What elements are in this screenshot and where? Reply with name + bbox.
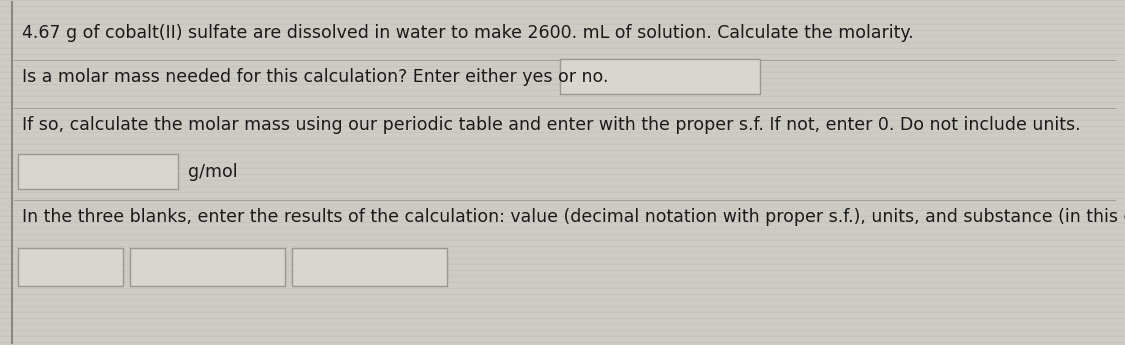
Text: Is a molar mass needed for this calculation? Enter either yes or no.: Is a molar mass needed for this calculat… bbox=[22, 68, 609, 86]
FancyBboxPatch shape bbox=[560, 59, 760, 94]
Text: In the three blanks, enter the results of the calculation: value (decimal notati: In the three blanks, enter the results o… bbox=[22, 208, 1125, 226]
Text: g/mol: g/mol bbox=[188, 163, 237, 181]
FancyBboxPatch shape bbox=[292, 248, 447, 286]
Text: If so, calculate the molar mass using our periodic table and enter with the prop: If so, calculate the molar mass using ou… bbox=[22, 116, 1081, 134]
FancyBboxPatch shape bbox=[18, 248, 123, 286]
FancyBboxPatch shape bbox=[130, 248, 285, 286]
FancyBboxPatch shape bbox=[18, 154, 178, 189]
Text: 4.67 g of cobalt(II) sulfate are dissolved in water to make 2600. mL of solution: 4.67 g of cobalt(II) sulfate are dissolv… bbox=[22, 24, 914, 42]
